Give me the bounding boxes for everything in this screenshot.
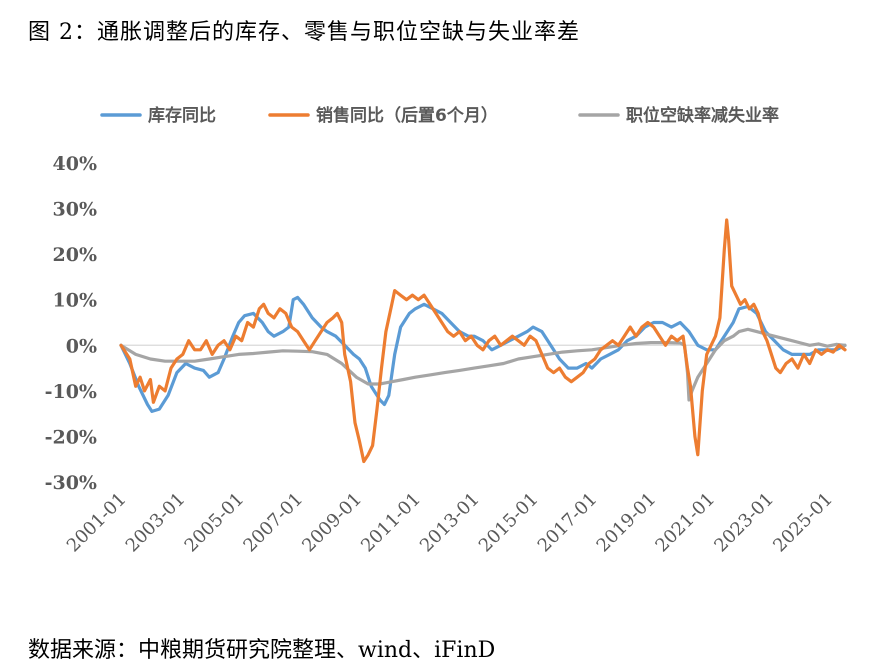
figure-title: 图 2：通胀调整后的库存、零售与职位空缺与失业率差 (28, 20, 580, 45)
y-tick-label: -30% (45, 472, 97, 494)
legend-label: 库存同比 (148, 105, 216, 126)
y-axis-tick-labels: 40% 30% 20% 10% 0% -10% -20% -30% (45, 153, 97, 494)
x-tick-label: 2005-01 (181, 489, 249, 557)
y-tick-label: 20% (53, 244, 98, 266)
y-tick-label: 10% (53, 290, 98, 312)
series-lines (119, 218, 847, 464)
x-tick-label: 2015-01 (475, 489, 543, 557)
x-tick-label: 2013-01 (416, 489, 484, 557)
series-line-2 (119, 218, 847, 464)
x-tick-label: 2025-01 (769, 489, 837, 557)
x-axis-tick-labels: 2001-012003-012005-012007-012009-012011-… (63, 489, 837, 557)
source-note: 数据来源：中粮期货研究院整理、wind、iFinD (28, 638, 496, 663)
y-tick-label: 0% (66, 335, 97, 357)
x-tick-label: 2023-01 (710, 489, 778, 557)
legend-label: 销售同比（后置6个月） (316, 105, 498, 126)
x-tick-label: 2011-01 (357, 489, 425, 557)
x-tick-label: 2001-01 (63, 489, 131, 557)
x-tick-label: 2009-01 (298, 489, 366, 557)
y-tick-label: 30% (53, 199, 98, 221)
y-tick-label: -10% (45, 381, 97, 403)
chart-legend: 库存同比 销售同比（后置6个月） 职位空缺率减失业率 (100, 105, 779, 126)
series-line-3 (119, 327, 847, 402)
x-tick-label: 2019-01 (593, 489, 661, 557)
y-tick-label: 40% (53, 153, 98, 175)
x-tick-label: 2003-01 (122, 489, 190, 557)
x-tick-label: 2007-01 (239, 489, 307, 557)
legend-label: 职位空缺率减失业率 (626, 105, 779, 126)
x-tick-label: 2017-01 (534, 489, 602, 557)
y-tick-label: -20% (45, 426, 97, 448)
x-tick-label: 2021-01 (651, 489, 719, 557)
